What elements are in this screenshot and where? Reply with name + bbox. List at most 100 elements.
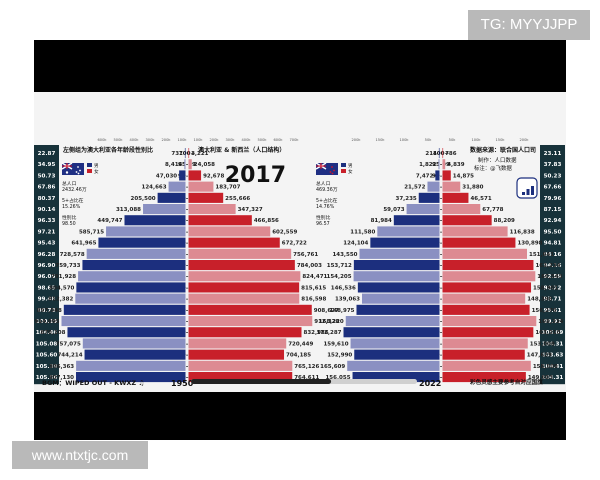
axis-tick-label: 100k	[178, 138, 188, 142]
start-year: 1950	[171, 379, 194, 388]
female-value-label: 67,778	[482, 207, 503, 213]
axis-tick-label: 50k	[449, 138, 457, 142]
age-group-label: 70-74	[178, 218, 196, 224]
male-bar	[377, 226, 440, 237]
female-bar	[188, 226, 271, 237]
sex-ratio-label: 34.95	[38, 162, 56, 168]
female-bar	[442, 248, 527, 259]
female-value-label: 824,471	[302, 274, 327, 280]
male-bar	[354, 349, 440, 360]
age-group-label: 30-34	[178, 308, 196, 314]
sex-ratio-label: 98.73	[38, 308, 56, 314]
axis-tick-label: 700k	[290, 138, 300, 142]
male-value-label: 165,609	[320, 364, 345, 370]
female-value-label: 151,641	[529, 252, 554, 258]
age-group-label: 25-29	[178, 319, 196, 325]
male-value-label: 146,536	[331, 285, 356, 291]
stat-value: 98.50	[62, 221, 76, 227]
sex-ratio-label: 79.96	[544, 196, 562, 202]
axis-tick-label: 500k	[114, 138, 124, 142]
male-value-label: 7,472	[416, 173, 434, 179]
sex-ratio-label: 92.59	[544, 274, 562, 280]
male-value-label: 791,928	[51, 274, 76, 280]
male-value-label: 154,205	[327, 274, 352, 280]
axis-tick-label: 200k	[210, 138, 220, 142]
male-value-label: 148,975	[329, 308, 354, 314]
male-value-label: 139,063	[335, 297, 360, 303]
legend-swatch-male	[87, 163, 92, 167]
age-group-label: 15-19	[178, 341, 196, 347]
sex-ratio-label: 98.65	[38, 285, 56, 291]
female-value-label: 832,986	[304, 330, 329, 336]
female-bar	[442, 237, 516, 248]
male-bar	[84, 349, 186, 360]
male-bar	[184, 159, 186, 170]
axis-tick-label: 200k	[520, 138, 530, 142]
male-value-label: 159,610	[323, 341, 348, 347]
sex-ratio-label: 105.56	[36, 375, 58, 381]
male-value-label: 737	[171, 151, 183, 157]
male-value-label: 897,048	[37, 308, 62, 314]
channel-logo-bar	[522, 192, 525, 195]
sex-ratio-label: 37.83	[544, 162, 562, 168]
age-group-label: 20-24	[178, 330, 196, 336]
female-value-label: 4,839	[447, 162, 465, 168]
male-bar	[67, 327, 186, 338]
male-value-label: 47,030	[156, 173, 177, 179]
male-value-label: 870,108	[40, 330, 65, 336]
legend-swatch-male	[341, 163, 346, 167]
male-value-label: 759,733	[55, 263, 80, 269]
female-value-label: 116,838	[510, 229, 535, 235]
stat-value: 469.36万	[316, 187, 338, 193]
age-group-label: 100+	[433, 151, 450, 157]
female-bar	[188, 271, 301, 282]
age-group-label: 35-39	[432, 297, 450, 303]
male-bar	[82, 260, 186, 271]
stat-label: 总人口	[316, 180, 331, 187]
sex-ratio-label: 92.22	[544, 285, 562, 291]
female-value-label: 163,010	[535, 330, 560, 336]
female-value-label: 24,058	[194, 162, 215, 168]
female-bar	[442, 327, 534, 338]
female-value-label: 908,627	[314, 308, 339, 314]
male-value-label: 168,220	[319, 319, 344, 325]
female-bar	[188, 372, 293, 383]
age-group-label: 15-19	[432, 341, 450, 347]
age-group-label: 90-94	[432, 173, 450, 179]
male-bar	[82, 338, 186, 349]
female-value-label: 704,185	[286, 353, 311, 359]
female-value-label: 816,598	[301, 297, 326, 303]
female-value-label: 163,234	[535, 263, 560, 269]
male-value-label: 806,363	[49, 364, 74, 370]
flag-star	[333, 169, 335, 172]
male-bar	[76, 372, 186, 383]
age-group-label: 40-44	[432, 285, 450, 291]
age-group-label: 50-54	[432, 263, 450, 269]
male-bar	[353, 260, 440, 271]
panel-title: 左侧组为澳大利亚各年龄段性别比	[62, 146, 153, 154]
axis-tick-label: 300k	[146, 138, 156, 142]
female-value-label: 168,334	[538, 319, 563, 325]
male-bar	[347, 360, 440, 371]
legend-female-label: 女	[94, 168, 99, 175]
age-group-label: 55-59	[432, 252, 450, 258]
male-bar	[438, 148, 440, 159]
sex-ratio-label: 23.11	[544, 151, 562, 157]
male-value-label: 449,747	[97, 218, 122, 224]
video-footer: BGM：WIPED OUT - KWXZ ♫ 1950 2022 彩色灵感主要参…	[42, 378, 543, 388]
axis-tick-label: 600k	[98, 138, 108, 142]
female-value-label: 466,856	[254, 218, 279, 224]
axis-tick-label: 100k	[472, 138, 482, 142]
bgm-label: BGM：WIPED OUT - KWXZ ♫	[42, 379, 144, 387]
male-value-label: 1,822	[419, 162, 437, 168]
female-bar	[442, 360, 531, 371]
female-value-label: 158,509	[533, 364, 558, 370]
male-value-label: 59,073	[383, 207, 404, 213]
male-value-label: 152,990	[327, 353, 352, 359]
sex-ratio-label: 93.71	[544, 297, 562, 303]
male-bar	[418, 192, 440, 203]
stat-value: 2432.46万	[62, 187, 87, 193]
age-group-label: 90-94	[178, 173, 196, 179]
sex-ratio-label: 96.90	[38, 263, 56, 269]
male-bar	[438, 159, 440, 170]
